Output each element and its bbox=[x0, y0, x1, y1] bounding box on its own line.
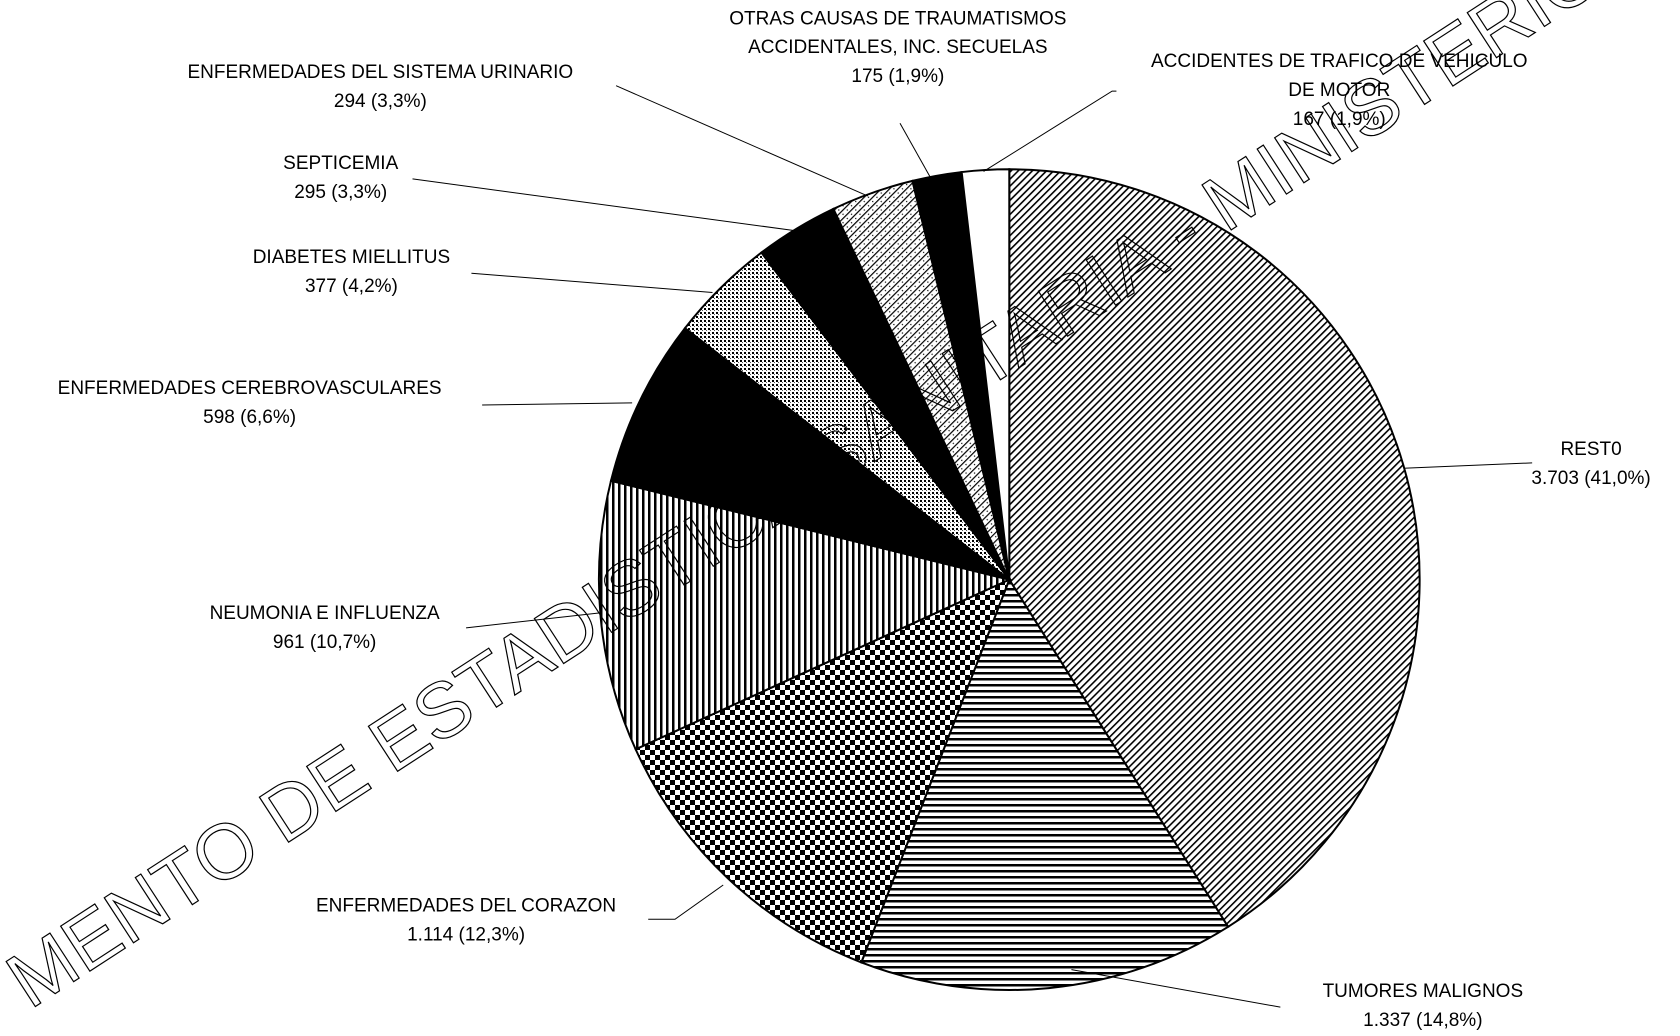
leader-line bbox=[466, 612, 601, 629]
labels: REST0 3.703 (41,0%) TUMORES MALIGNOS 1.337 … bbox=[58, 8, 1651, 1031]
leader-line bbox=[615, 85, 869, 197]
slice-label: ENFERMEDADES DEL CORAZON bbox=[316, 895, 616, 916]
slice-label: ENFERMEDADES CEREBROVASCULARES bbox=[58, 378, 442, 399]
leader-line bbox=[482, 402, 633, 406]
leader-line bbox=[983, 90, 1117, 172]
value-label: 295 (3,3%) bbox=[294, 182, 387, 203]
leader-line bbox=[471, 272, 713, 293]
slice-label: NEUMONIA E INFLUENZA bbox=[210, 603, 440, 624]
value-label: 598 (6,6%) bbox=[203, 407, 296, 428]
pie bbox=[597, 168, 1421, 991]
leader-line bbox=[412, 178, 793, 231]
slice-label: OTRAS CAUSAS DE TRAUMATISMOS ACCIDENTALES… bbox=[729, 8, 1066, 58]
leader-line bbox=[648, 884, 724, 920]
leader-line bbox=[1071, 969, 1281, 1008]
slice-label: REST0 bbox=[1560, 439, 1621, 460]
leader-line bbox=[1403, 462, 1533, 469]
slice-label: DIABETES MIELLITUS bbox=[253, 247, 450, 268]
value-label: 167 (1,9%) bbox=[1293, 109, 1386, 130]
pie-slice bbox=[860, 577, 1230, 991]
slice-label: ENFERMEDADES DEL SISTEMA URINARIO bbox=[188, 62, 574, 83]
pie-slice bbox=[634, 577, 1012, 964]
value-label: 377 (4,2%) bbox=[305, 276, 398, 297]
value-label: 1.114 (12,3%) bbox=[407, 924, 525, 945]
value-label: 961 (10,7%) bbox=[273, 632, 377, 653]
pie-slice bbox=[1008, 168, 1421, 929]
slice-label: SEPTICEMIA bbox=[283, 153, 398, 174]
value-label: 1.337 (14,8%) bbox=[1363, 1010, 1482, 1031]
pie-slice bbox=[609, 326, 1010, 581]
value-label: 3.703 (41,0%) bbox=[1531, 468, 1650, 489]
value-label: 294 (3,3%) bbox=[334, 91, 427, 112]
slice-label: ACCIDENTES DE TRAFICO DE VEHICULO DE MOTO… bbox=[1151, 51, 1528, 101]
leader-line bbox=[899, 122, 931, 178]
value-label: 175 (1,9%) bbox=[851, 66, 944, 87]
slice-label: TUMORES MALIGNOS bbox=[1323, 981, 1524, 1002]
pie-slice bbox=[597, 479, 1013, 751]
